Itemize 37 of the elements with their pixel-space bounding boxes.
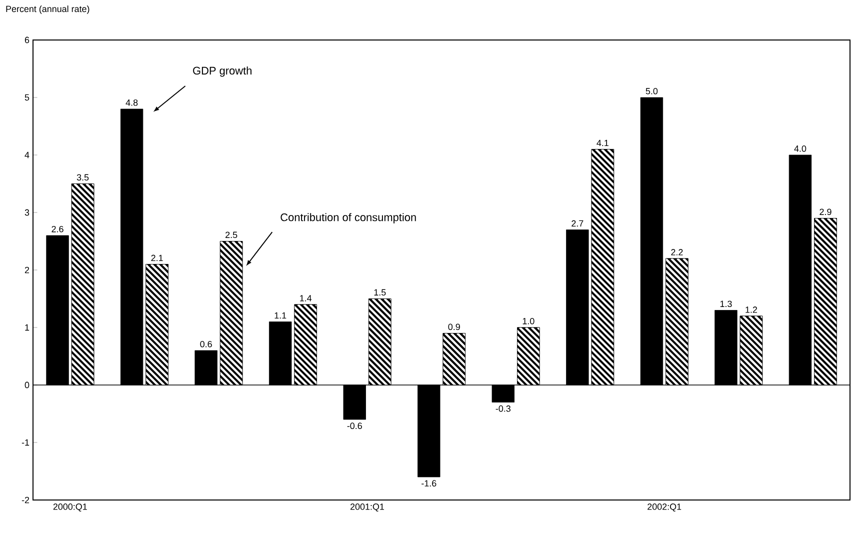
y-tick-label: 6	[24, 36, 30, 44]
data-label: 4.0	[794, 145, 806, 152]
y-tick-label: -2	[22, 496, 30, 504]
data-label: 2.1	[151, 254, 163, 262]
x-tick-label: 2002:Q1	[648, 504, 682, 512]
data-label: 0.6	[200, 340, 212, 348]
data-label: 1.0	[522, 318, 534, 324]
y-tick-label: 4	[24, 152, 30, 158]
data-label: 5.0	[646, 88, 658, 94]
annotation: Contribution of consumption	[280, 213, 416, 224]
data-label: 2.6	[52, 226, 64, 232]
y-tick-label: 2	[24, 266, 30, 274]
annotation: GDP growth	[193, 66, 252, 77]
data-label: 2.7	[572, 220, 584, 227]
y-tick-label: -1	[22, 439, 30, 446]
data-label: -1.6	[422, 480, 436, 487]
data-label: 4.8	[126, 99, 138, 106]
data-label: -0.6	[347, 422, 362, 430]
x-tick-label: 2001:Q1	[350, 504, 384, 512]
data-label: 1.1	[274, 312, 286, 319]
data-label: 2.5	[226, 232, 238, 238]
data-label: 2.9	[820, 208, 832, 216]
data-label: 1.5	[374, 289, 386, 296]
y-tick-label: 5	[24, 94, 30, 101]
data-label: 1.2	[746, 306, 758, 313]
y-tick-label: 3	[24, 209, 30, 216]
data-label: -0.3	[496, 405, 510, 412]
data-label: 2.2	[671, 249, 683, 256]
y-axis-title: Percent (annual rate)	[6, 6, 90, 14]
y-tick-label: 0	[24, 382, 30, 388]
y-tick-label: 1	[25, 324, 30, 331]
data-label: 1.3	[720, 300, 732, 308]
data-label: 4.1	[596, 140, 608, 146]
data-label: 3.5	[76, 174, 89, 181]
data-label: 0.9	[448, 324, 460, 330]
data-label: 1.4	[300, 295, 312, 302]
x-tick-label: 2000:Q1	[53, 504, 87, 512]
